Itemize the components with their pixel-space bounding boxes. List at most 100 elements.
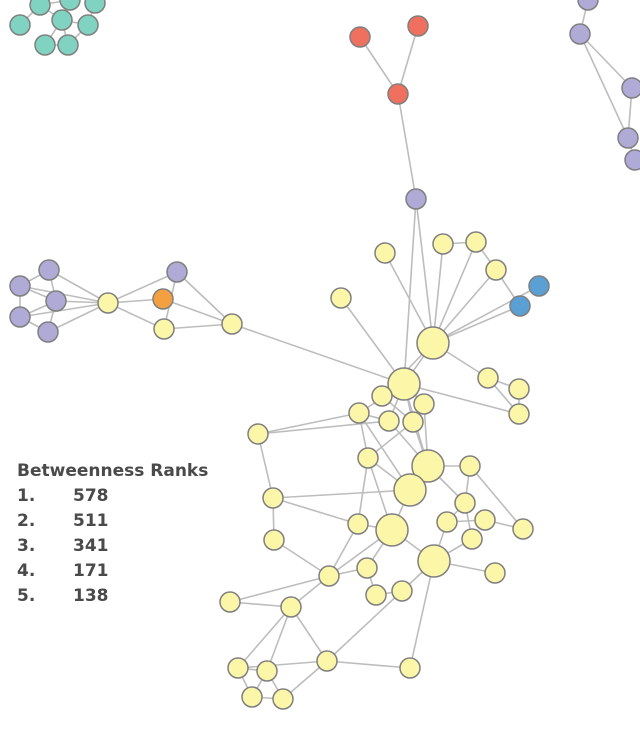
node <box>357 447 379 469</box>
node <box>374 242 396 264</box>
edge <box>272 489 411 499</box>
edges <box>19 0 636 700</box>
node <box>77 14 99 36</box>
edge <box>409 560 435 669</box>
node <box>378 410 400 432</box>
edge <box>19 302 109 318</box>
edge <box>326 590 403 662</box>
edge <box>257 412 360 435</box>
node <box>34 34 56 56</box>
edge <box>107 271 178 304</box>
node <box>365 584 387 606</box>
edge <box>340 297 405 385</box>
node <box>399 657 421 679</box>
edge <box>357 457 369 525</box>
edge <box>237 606 292 669</box>
node <box>9 14 31 36</box>
node <box>247 423 269 445</box>
node <box>37 321 59 343</box>
rank-value: 341 <box>73 536 109 556</box>
node <box>318 565 340 587</box>
rank-number: 1. <box>17 486 35 506</box>
node <box>528 275 550 297</box>
node <box>45 290 67 312</box>
node <box>402 411 424 433</box>
edge <box>326 660 411 669</box>
node <box>262 487 284 509</box>
node <box>272 688 294 710</box>
node <box>38 259 60 281</box>
node <box>9 275 31 297</box>
rank-value: 171 <box>73 561 109 581</box>
rank-number: 4. <box>17 561 35 581</box>
node <box>57 34 79 56</box>
node <box>413 393 435 415</box>
node <box>219 591 241 613</box>
rank-value: 138 <box>73 586 109 606</box>
node <box>29 0 51 16</box>
edge <box>257 433 274 499</box>
hub-node <box>393 473 427 507</box>
node <box>97 292 119 314</box>
edge <box>359 36 399 95</box>
node <box>153 318 175 340</box>
node <box>508 378 530 400</box>
node <box>316 650 338 672</box>
edge <box>162 298 233 325</box>
edge <box>469 465 524 530</box>
edge <box>397 25 419 95</box>
rank-number: 5. <box>17 586 35 606</box>
node <box>349 26 371 48</box>
hub-node <box>411 449 445 483</box>
node <box>227 657 249 679</box>
node <box>9 306 31 328</box>
node <box>221 313 243 335</box>
hub-node <box>375 513 409 547</box>
node <box>407 15 429 37</box>
node <box>454 492 476 514</box>
node <box>508 403 530 425</box>
node <box>166 261 188 283</box>
node <box>241 686 263 708</box>
edge <box>257 420 390 435</box>
node <box>387 83 409 105</box>
legend: Betweenness Ranks 1. 578 2. 511 3. 341 4. 171 5.… <box>17 461 208 606</box>
node <box>474 509 496 531</box>
node <box>356 557 378 579</box>
node <box>509 295 531 317</box>
rank-value: 578 <box>73 486 109 506</box>
node <box>624 149 640 171</box>
edge <box>48 269 109 304</box>
node <box>512 518 534 540</box>
node <box>59 0 81 11</box>
node <box>621 77 640 99</box>
edge <box>415 198 434 344</box>
node <box>51 9 73 31</box>
edge <box>176 271 233 325</box>
edge <box>579 33 629 139</box>
node <box>484 562 506 584</box>
edge <box>403 198 417 385</box>
edge <box>47 302 109 333</box>
node <box>569 23 591 45</box>
node <box>84 0 106 14</box>
edge <box>384 252 434 344</box>
node <box>436 511 458 533</box>
edge <box>237 660 328 669</box>
node <box>263 529 285 551</box>
node <box>391 580 413 602</box>
edge <box>272 497 359 525</box>
edge <box>397 93 417 200</box>
edge <box>231 323 405 385</box>
hub-node <box>416 326 450 360</box>
rank-value: 511 <box>73 511 109 531</box>
node <box>459 455 481 477</box>
node <box>405 188 427 210</box>
node <box>280 596 302 618</box>
node <box>152 288 174 310</box>
node <box>347 513 369 535</box>
edge <box>163 323 233 330</box>
node <box>617 127 639 149</box>
node <box>577 0 599 11</box>
